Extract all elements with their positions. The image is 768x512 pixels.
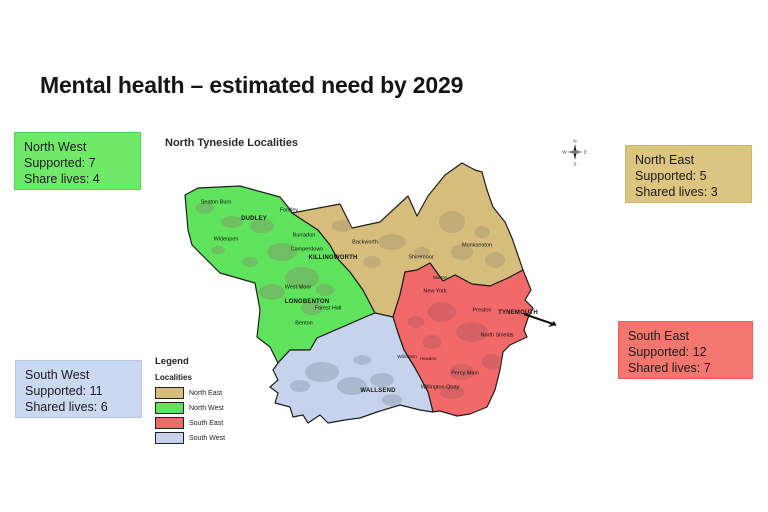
map-label-murton: Murton	[432, 274, 448, 280]
legend-item-south-east: South East	[155, 417, 275, 429]
map-label-longbenton: LONGBENTON	[284, 299, 330, 305]
map-label-west-moor: West Moor	[284, 284, 312, 291]
map-label-new-york: New York	[423, 288, 447, 295]
stat-supported: Supported: 7	[24, 156, 96, 170]
locality-map: North Tyneside Localities	[155, 130, 600, 460]
legend-swatch-south-west	[155, 432, 184, 444]
map-label-willington-quay: Willington Quay	[420, 384, 460, 391]
stat-box-title: North West	[24, 140, 87, 154]
map-title: North Tyneside Localities	[165, 137, 299, 149]
map-label-wideopen: Wideopen	[213, 236, 239, 243]
stat-shared-lives: Shared lives: 3	[635, 185, 718, 199]
stat-box-title: South West	[25, 368, 90, 382]
legend-label: South East	[189, 419, 224, 427]
legend-swatch-north-east	[155, 387, 184, 399]
stat-box-south-west: South West Supported: 11 Shared lives: 6	[15, 360, 142, 418]
map-label-shiremoor: Shiremoor	[408, 254, 434, 261]
stat-box-north-east: North East Supported: 5 Shared lives: 3	[625, 145, 752, 203]
legend-item-north-west: North West	[155, 402, 275, 414]
stat-box-north-west: North West Supported: 7 Share lives: 4	[14, 132, 141, 190]
legend-item-south-west: South West	[155, 432, 275, 444]
page-title: Mental health – estimated need by 2029	[40, 72, 464, 98]
stat-box-south-east: South East Supported: 12 Shared lives: 7	[618, 321, 753, 379]
stat-shared-lives: Shared lives: 7	[628, 361, 711, 375]
stat-box-title: South East	[628, 329, 690, 343]
legend-swatch-south-east	[155, 417, 184, 429]
map-label-tynemouth: TYNEMOUTH	[498, 310, 538, 316]
map-label-preston: Preston	[472, 307, 492, 314]
map-label-forest-hall: Forest Hall	[314, 305, 342, 312]
map-label-burradon: Burradon	[292, 232, 316, 239]
legend-label: North West	[189, 404, 224, 412]
map-label-dudley: DUDLEY	[241, 216, 267, 222]
svg-text:W: W	[562, 150, 567, 155]
urban-texture-south-east	[408, 302, 502, 399]
urban-texture-north-east	[332, 211, 505, 268]
stat-supported: Supported: 5	[635, 169, 707, 183]
svg-text:N: N	[573, 139, 576, 144]
legend-label: North East	[189, 389, 223, 397]
map-label-camperdown: Camperdown	[290, 246, 324, 253]
map-label-wallsend: WALLSEND	[360, 388, 396, 394]
urban-texture-south-west	[290, 355, 402, 406]
map-label-willington: Willington	[397, 353, 417, 359]
legend-swatch-north-west	[155, 402, 184, 414]
tynemouth-pier-arrow	[523, 313, 557, 327]
map-label-monkseaton: Monkseaton	[462, 242, 492, 249]
map-label-percy-main: Percy Main	[451, 370, 479, 377]
map-label-backworth: Backworth	[352, 239, 378, 246]
map-label-howdon: Howdon	[419, 355, 437, 361]
map-label-benton: Benton	[295, 320, 313, 327]
svg-text:E: E	[584, 150, 587, 155]
map-label-seaton-burn: Seaton Burn	[200, 199, 232, 206]
urban-texture-north-west	[196, 202, 334, 315]
compass-rose-icon: N E S W	[562, 139, 587, 167]
map-label-killingworth: KILLINGWORTH	[308, 255, 358, 261]
legend-label: South West	[189, 434, 226, 442]
legend-item-north-east: North East	[155, 387, 275, 399]
stat-box-title: North East	[635, 153, 695, 167]
map-canvas: N E S W	[184, 139, 587, 424]
stat-supported: Supported: 12	[628, 345, 707, 359]
stat-supported: Supported: 11	[25, 384, 103, 398]
stat-shared-lives: Share lives: 4	[24, 172, 100, 186]
map-label-north-shields: North Shields	[480, 332, 514, 339]
legend: Legend Localities North East North West …	[155, 356, 275, 447]
stat-shared-lives: Shared lives: 6	[25, 400, 108, 414]
legend-subtitle: Localities	[155, 373, 192, 382]
map-label-fordley: Fordley	[279, 207, 299, 214]
legend-title: Legend	[155, 356, 189, 367]
svg-text:S: S	[573, 162, 576, 167]
